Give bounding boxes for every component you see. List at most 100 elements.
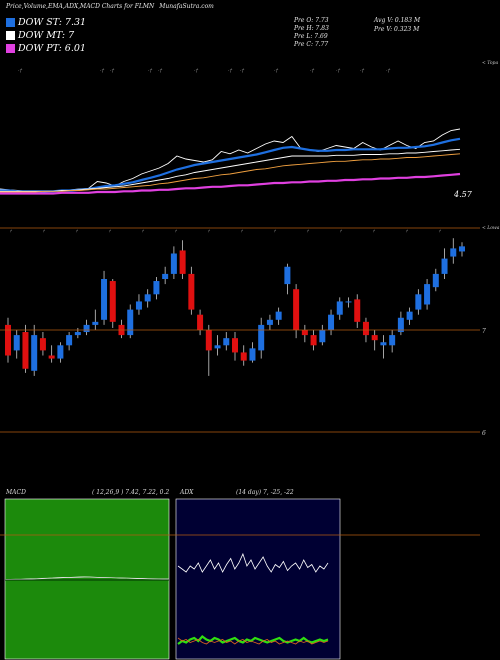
- candle-body: [39, 338, 46, 351]
- candle-body: [109, 281, 116, 322]
- ema-line-ema-short: [0, 137, 461, 193]
- scale-label-6: 6: [482, 430, 486, 437]
- dow-pt-label: DOW PT: 6.01: [18, 43, 86, 54]
- adx-params: (14 day) 7, -25, -22: [236, 489, 294, 496]
- candle-body: [31, 335, 38, 371]
- candle-body: [441, 258, 448, 274]
- ema-line-ema-long: [0, 153, 461, 193]
- candle-marker-8: †: [274, 228, 277, 233]
- dow-st-label: DOW ST: 7.31: [18, 17, 87, 28]
- candle-body: [170, 253, 177, 274]
- candle-marker-4: †: [142, 228, 145, 233]
- candle-body: [249, 348, 256, 361]
- candle-body: [362, 321, 369, 336]
- site-name: MunafaSutra.com: [159, 3, 214, 10]
- avg-volume: Avg V: 0.183 M: [374, 17, 421, 24]
- candle-body: [345, 301, 352, 303]
- ema-marker-11: ·†: [360, 68, 365, 74]
- candle-body: [232, 338, 238, 353]
- ema-marker-2: ·†: [110, 68, 115, 74]
- ema-marker-6: ·†: [228, 68, 233, 74]
- chart-title: Price,Volume,EMA,ADX,MACD Charts for FLM…: [6, 3, 155, 10]
- ema-line-ema-mid: [0, 148, 461, 192]
- candle-body: [293, 289, 300, 330]
- macd-title: MACD: [6, 489, 26, 496]
- candle-body: [135, 301, 142, 310]
- candle-body: [205, 330, 212, 351]
- chart-header: Price,Volume,EMA,ADX,MACD Charts for FLM…: [6, 3, 214, 10]
- candle-body: [310, 335, 317, 346]
- price-level-label: 4.57: [453, 190, 473, 199]
- candle-body: [162, 273, 169, 279]
- candle-body: [459, 246, 465, 252]
- candle-body: [48, 355, 55, 359]
- candle-body: [301, 330, 308, 336]
- ema-marker-3: ·†: [148, 68, 153, 74]
- candle-body: [319, 330, 326, 343]
- candle-marker-5: †: [175, 228, 178, 233]
- candle-body: [197, 314, 204, 330]
- macd-line-signal: [4, 576, 169, 580]
- candle-marker-13: †: [439, 228, 442, 233]
- candle-marker-10: †: [340, 228, 343, 233]
- dow-st-swatch: [6, 18, 15, 27]
- candle-body: [5, 324, 11, 356]
- candle-marker-3: †: [109, 228, 112, 233]
- adx-line-plus_di: [177, 635, 329, 645]
- candlestick-panel: † † † † † † † † † † † † † †: [5, 228, 465, 376]
- candle-body: [83, 324, 90, 333]
- candle-body: [354, 299, 361, 322]
- adx-background: [175, 498, 341, 660]
- ema-marker-12: ·†: [386, 68, 391, 74]
- candle-marker-11: †: [373, 228, 376, 233]
- candle-body: [450, 248, 457, 257]
- candle-body: [188, 273, 195, 310]
- ema-marker-0: ·†: [18, 68, 23, 74]
- ema-marker-5: ·†: [194, 68, 199, 74]
- ema-marker-4: ·†: [158, 68, 163, 74]
- ema-panel: ·† ·† ·† ·† ·† ·† ·† ·† ·† ·† ·† ·† ·†: [0, 68, 461, 195]
- candle-body: [22, 332, 29, 369]
- candle-body: [389, 335, 396, 346]
- candle-body: [57, 345, 64, 359]
- candle-body: [284, 266, 291, 285]
- candle-marker-9: †: [307, 228, 310, 233]
- candle-body: [328, 314, 335, 330]
- candle-body: [406, 311, 413, 320]
- candle-body: [153, 281, 160, 295]
- candle-marker-0: †: [10, 228, 13, 233]
- top-tag: < Topa: [482, 60, 498, 66]
- dow-pt-swatch: [6, 44, 15, 53]
- candle-body: [336, 301, 343, 315]
- ema-marker-10: ·†: [336, 68, 341, 74]
- pre-low: Pre L: 7.69: [294, 33, 328, 40]
- legend-dow-st: DOW ST: 7.31: [6, 17, 86, 28]
- candle-body: [179, 250, 186, 274]
- ema-line-price: [0, 128, 461, 194]
- dow-mt-swatch: [6, 31, 15, 40]
- candle-body: [258, 324, 265, 351]
- pre-volume: Pre V: 0.323 M: [374, 26, 420, 33]
- ema-marker-9: ·†: [310, 68, 315, 74]
- candle-marker-2: †: [76, 228, 79, 233]
- macd-params: ( 12,26,9 ) 7.42, 7.22, 0.2: [92, 489, 170, 496]
- ema-marker-1: ·†: [100, 68, 105, 74]
- candle-marker-7: †: [241, 228, 244, 233]
- candle-body: [266, 319, 273, 325]
- legend-dow-mt: DOW MT: 7: [6, 30, 74, 41]
- candle-body: [101, 279, 108, 320]
- candle-marker-1: †: [43, 228, 46, 233]
- candle-body: [397, 317, 404, 333]
- candle-body: [214, 345, 221, 349]
- candle-marker-12: †: [406, 228, 409, 233]
- pre-close: Pre C: 7.77: [294, 41, 329, 48]
- candle-body: [223, 338, 230, 346]
- candle-body: [380, 342, 387, 346]
- candle-body: [13, 335, 20, 351]
- candle-body: [74, 332, 81, 336]
- candle-body: [144, 294, 151, 302]
- candle-body: [415, 294, 422, 310]
- candle-body: [275, 311, 282, 320]
- candle-body: [371, 335, 378, 341]
